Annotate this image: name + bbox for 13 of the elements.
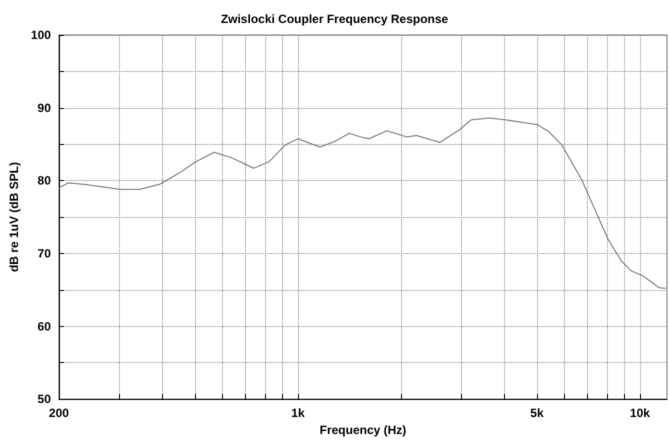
x-tick-label: 10k xyxy=(630,406,650,420)
x-tick-label: 200 xyxy=(48,406,70,420)
y-tick-label: 70 xyxy=(38,246,52,260)
y-tick-label: 60 xyxy=(38,319,52,334)
x-axis-title: Frequency (Hz) xyxy=(320,423,406,437)
x-tick-label: 1k xyxy=(291,406,305,420)
y-axis-title: dB re 1uV (dB SPL) xyxy=(7,162,21,272)
chart-title: Zwislocki Coupler Frequency Response xyxy=(220,12,449,26)
y-tick-label: 50 xyxy=(38,392,52,406)
y-tick-label: 100 xyxy=(30,28,52,42)
x-tick-label: 5k xyxy=(530,406,544,420)
y-tick-label: 90 xyxy=(38,100,52,115)
y-tick-label: 80 xyxy=(38,174,52,188)
